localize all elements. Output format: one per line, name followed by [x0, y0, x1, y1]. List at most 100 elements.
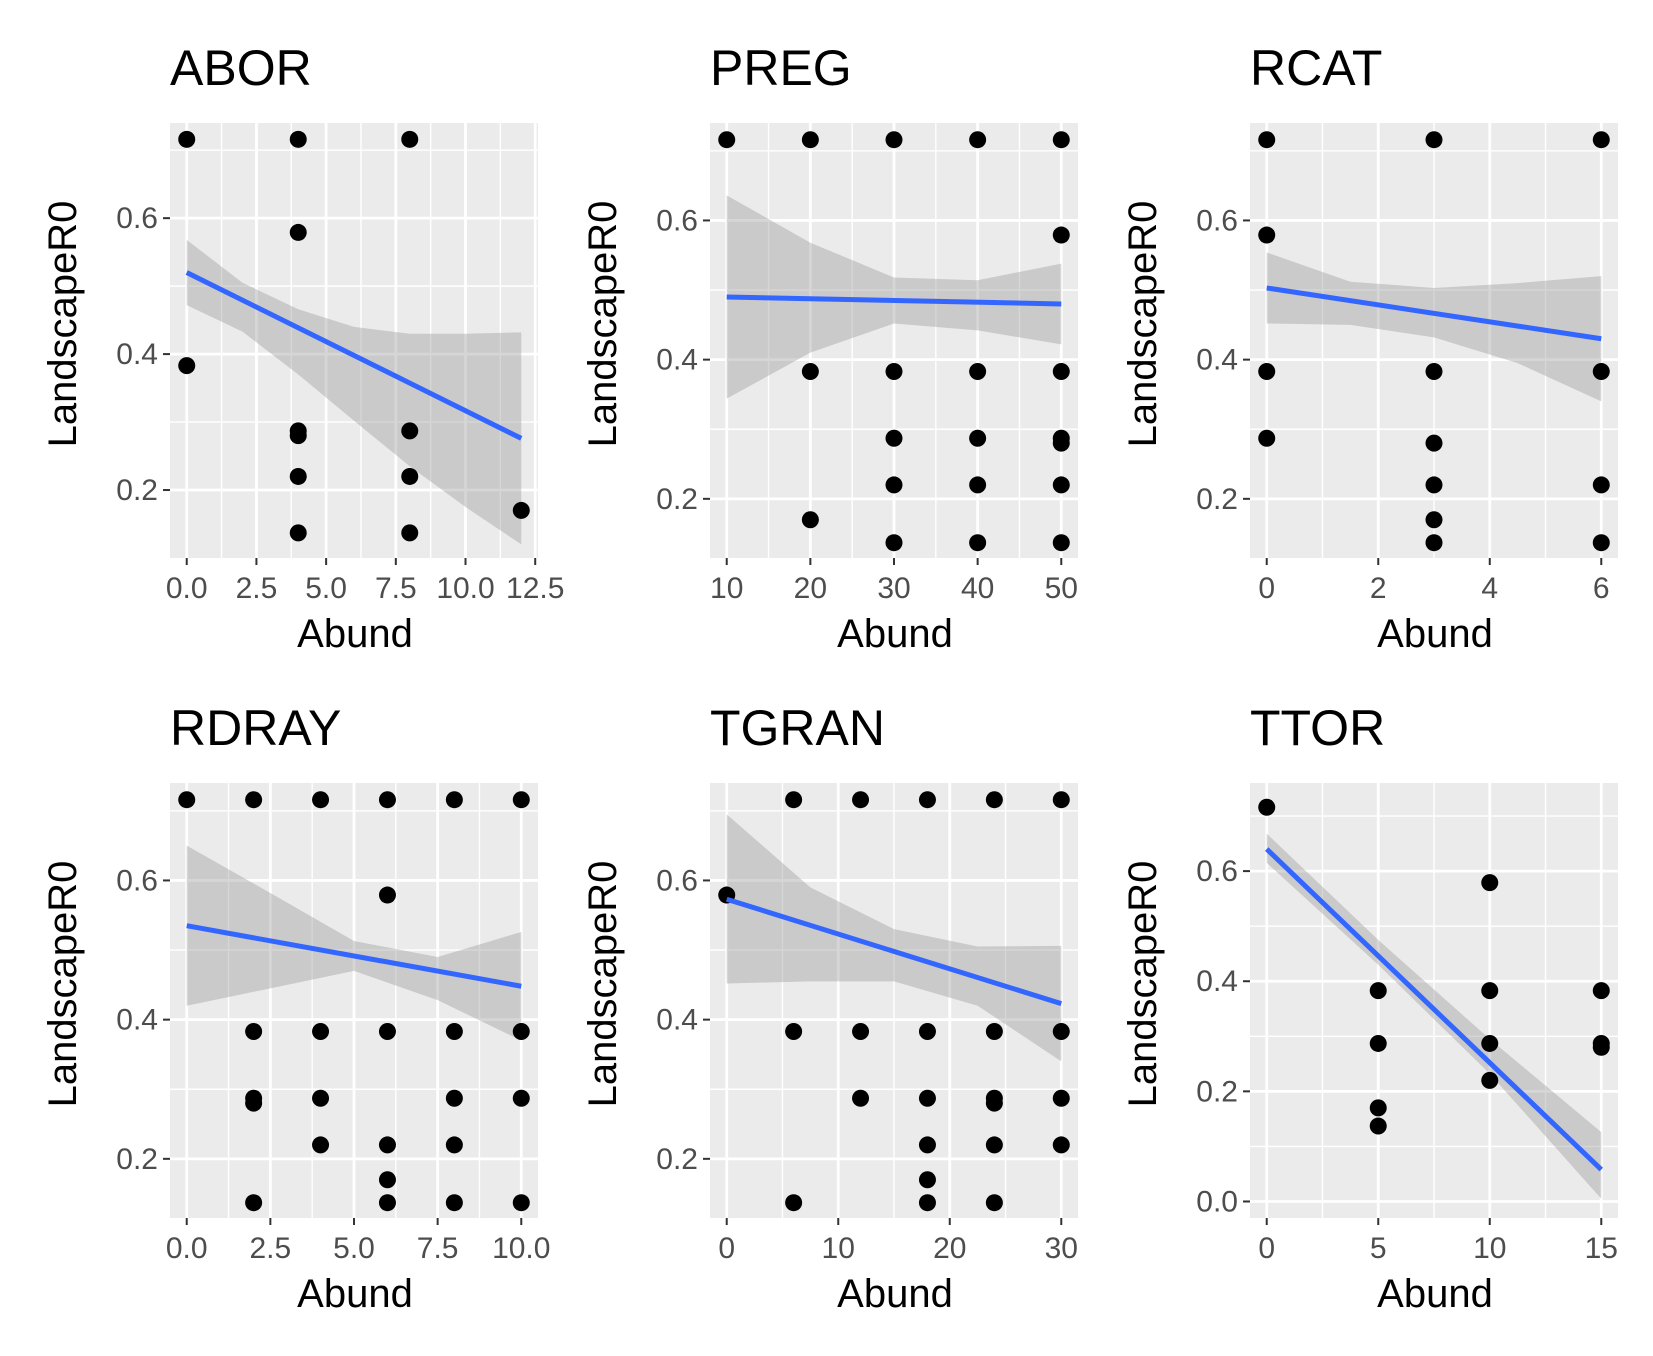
data-point — [1425, 434, 1443, 452]
data-point — [1425, 362, 1443, 380]
data-point — [918, 791, 936, 809]
data-point — [1425, 131, 1443, 149]
data-point — [969, 429, 987, 447]
x-tick-label: 0 — [718, 1232, 735, 1265]
y-tick-label: 0.2 — [116, 1143, 158, 1176]
data-point — [1369, 1117, 1387, 1135]
y-tick-label: 0.4 — [656, 344, 698, 377]
x-axis-title: Abund — [1377, 612, 1493, 656]
data-point — [1052, 1022, 1070, 1040]
data-point — [918, 1089, 936, 1107]
data-point — [852, 1089, 870, 1107]
data-point — [512, 1194, 530, 1212]
x-tick-label: 10 — [822, 1232, 855, 1265]
y-axis-title: LandscapeR0 — [1121, 201, 1165, 448]
y-tick-label: 0.6 — [1196, 855, 1238, 888]
x-tick-label: 20 — [933, 1232, 966, 1265]
data-point — [178, 791, 196, 809]
data-point — [918, 1136, 936, 1154]
x-tick-label: 20 — [794, 572, 827, 605]
x-tick-label: 0 — [1258, 1232, 1275, 1265]
data-point — [445, 1136, 463, 1154]
x-tick-label: 10 — [710, 572, 743, 605]
data-point — [312, 791, 330, 809]
plot-area — [170, 783, 538, 1218]
data-point — [1592, 982, 1610, 1000]
data-point — [918, 1194, 936, 1212]
data-point — [1052, 226, 1070, 244]
y-axis-title: LandscapeR0 — [1121, 861, 1165, 1108]
data-point — [785, 1194, 803, 1212]
data-point — [1258, 798, 1276, 816]
data-point — [885, 429, 903, 447]
data-point — [401, 467, 419, 485]
x-tick-label: 30 — [1045, 1232, 1078, 1265]
data-point — [178, 357, 196, 375]
data-point — [245, 1022, 263, 1040]
panel-title: TGRAN — [710, 700, 885, 756]
data-point — [885, 131, 903, 149]
data-point — [1592, 362, 1610, 380]
data-point — [401, 524, 419, 542]
data-point — [1052, 434, 1070, 452]
x-tick-label: 7.5 — [375, 572, 417, 605]
y-tick-label: 0.0 — [1196, 1185, 1238, 1218]
plot-area — [1250, 783, 1618, 1218]
data-point — [985, 1022, 1003, 1040]
data-point — [1592, 1038, 1610, 1056]
regression-line — [1266, 285, 1602, 342]
data-point — [1258, 362, 1276, 380]
data-point — [1592, 476, 1610, 494]
data-point — [245, 791, 263, 809]
panel-rcat: RCAT Abund LandscapeR0 0 2 4 6 0.2 0.4 0.6 — [1121, 40, 1618, 656]
plot-area — [1250, 123, 1618, 558]
panel-title: TTOR — [1250, 700, 1385, 756]
data-point — [1369, 1099, 1387, 1117]
data-point — [445, 791, 463, 809]
plot-area — [710, 783, 1078, 1218]
data-point — [1258, 429, 1276, 447]
y-tick-label: 0.2 — [1196, 483, 1238, 516]
data-point — [1052, 131, 1070, 149]
data-point — [312, 1089, 330, 1107]
data-point — [1052, 534, 1070, 552]
data-point — [969, 534, 987, 552]
data-point — [378, 791, 396, 809]
x-tick-label: 30 — [877, 572, 910, 605]
x-tick-label: 10 — [1473, 1232, 1506, 1265]
x-tick-label: 2 — [1370, 572, 1387, 605]
x-tick-label: 0 — [1258, 572, 1275, 605]
panel-ttor: TTOR Abund LandscapeR0 0 5 10 15 0.0 0.2 0.4 0.… — [1121, 700, 1618, 1316]
data-point — [378, 886, 396, 904]
x-axis-title: Abund — [837, 612, 953, 656]
data-point — [1052, 791, 1070, 809]
data-point — [445, 1089, 463, 1107]
data-point — [1592, 131, 1610, 149]
data-point — [985, 1194, 1003, 1212]
data-point — [852, 1022, 870, 1040]
data-point — [1258, 131, 1276, 149]
x-tick-label: 2.5 — [250, 1232, 292, 1265]
confidence-band — [1266, 252, 1602, 402]
data-point — [885, 534, 903, 552]
x-axis-title: Abund — [297, 1272, 413, 1316]
data-point — [969, 362, 987, 380]
data-point — [969, 476, 987, 494]
panel-title: ABOR — [170, 40, 312, 96]
regression-line — [186, 923, 522, 989]
y-tick-label: 0.6 — [656, 864, 698, 897]
axes: 0.0 2.5 5.0 7.5 10.0 12.5 0.2 0.4 0.6 — [116, 202, 564, 605]
data-point — [512, 501, 530, 519]
data-point — [801, 511, 819, 529]
axes: 0.0 2.5 5.0 7.5 10.0 0.2 0.4 0.6 — [116, 864, 550, 1265]
data-point — [885, 476, 903, 494]
x-tick-label: 6 — [1593, 572, 1610, 605]
y-tick-label: 0.2 — [656, 1143, 698, 1176]
data-point — [245, 1094, 263, 1112]
x-tick-label: 5 — [1370, 1232, 1387, 1265]
data-point — [512, 791, 530, 809]
data-point — [1592, 534, 1610, 552]
data-point — [969, 131, 987, 149]
data-point — [852, 791, 870, 809]
data-point — [445, 1022, 463, 1040]
